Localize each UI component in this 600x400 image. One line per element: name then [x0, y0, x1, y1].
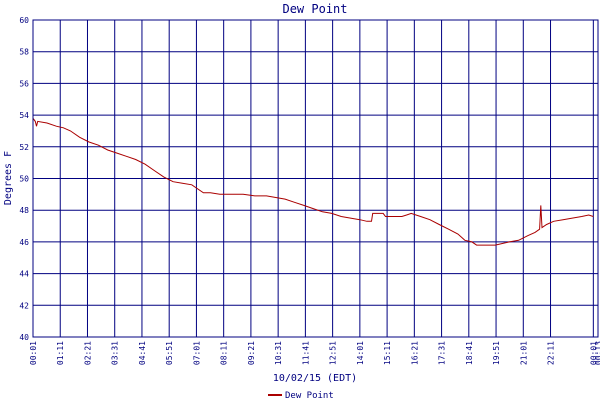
x-tick-label: 10:31: [274, 341, 283, 365]
y-axis-label: Degrees F: [3, 151, 14, 205]
chart-title: Dew Point: [282, 2, 347, 16]
x-tick-label: 02:21: [83, 341, 92, 365]
y-tick-label: 44: [19, 270, 29, 279]
x-tick-label: 15:11: [383, 341, 392, 365]
y-tick-label: 54: [19, 111, 29, 120]
x-tick-label: 09:21: [247, 341, 256, 365]
y-tick-label: 56: [19, 79, 29, 88]
x-axis-label: 10/02/15 (EDT): [273, 373, 357, 384]
y-tick-label: 46: [19, 238, 29, 247]
x-tick-label: 22:11: [547, 341, 556, 365]
x-tick-label: 18:41: [465, 341, 474, 365]
y-tick-label: 50: [19, 175, 29, 184]
x-tick-label: 07:01: [192, 341, 201, 365]
x-tick-label: 03:31: [111, 341, 120, 365]
series-line-dew-point: [32, 118, 594, 246]
x-tick-label: 17:31: [438, 341, 447, 365]
x-tick-label: 08:11: [220, 341, 229, 365]
plot-frame: [32, 19, 599, 338]
y-tick-label: 58: [19, 48, 29, 57]
x-tick-label: 12:51: [329, 341, 338, 365]
y-tick-label: 60: [19, 16, 29, 25]
y-tick-label: 48: [19, 206, 29, 215]
x-tick-label: 00:01: [589, 341, 598, 365]
x-axis-ticks: 00:01 01:11 02:21 03:31 04:41 05:51 07:01 08:11…: [29, 341, 600, 365]
legend: Dew Point: [268, 391, 334, 400]
x-tick-label: 04:41: [138, 341, 147, 365]
x-tick-label: 16:21: [410, 341, 419, 365]
x-tick-label: 11:41: [301, 341, 310, 365]
x-tick-label: 00:13: [594, 341, 600, 365]
y-tick-label: 42: [19, 301, 29, 310]
x-tick-label: 05:51: [165, 341, 174, 365]
x-tick-label: 19:51: [492, 341, 501, 365]
x-tick-label: 21:01: [519, 341, 528, 365]
x-tick-label: 14:01: [356, 341, 365, 365]
y-tick-label: 52: [19, 143, 29, 152]
legend-label-dew-point: Dew Point: [285, 391, 334, 400]
y-axis-ticks: 40 42 44 46 48 50 52 54 56 58 60: [19, 16, 29, 342]
y-tick-label: 40: [19, 333, 29, 342]
x-tick-label: 01:11: [56, 341, 65, 365]
x-tick-label: 00:01: [29, 341, 38, 365]
